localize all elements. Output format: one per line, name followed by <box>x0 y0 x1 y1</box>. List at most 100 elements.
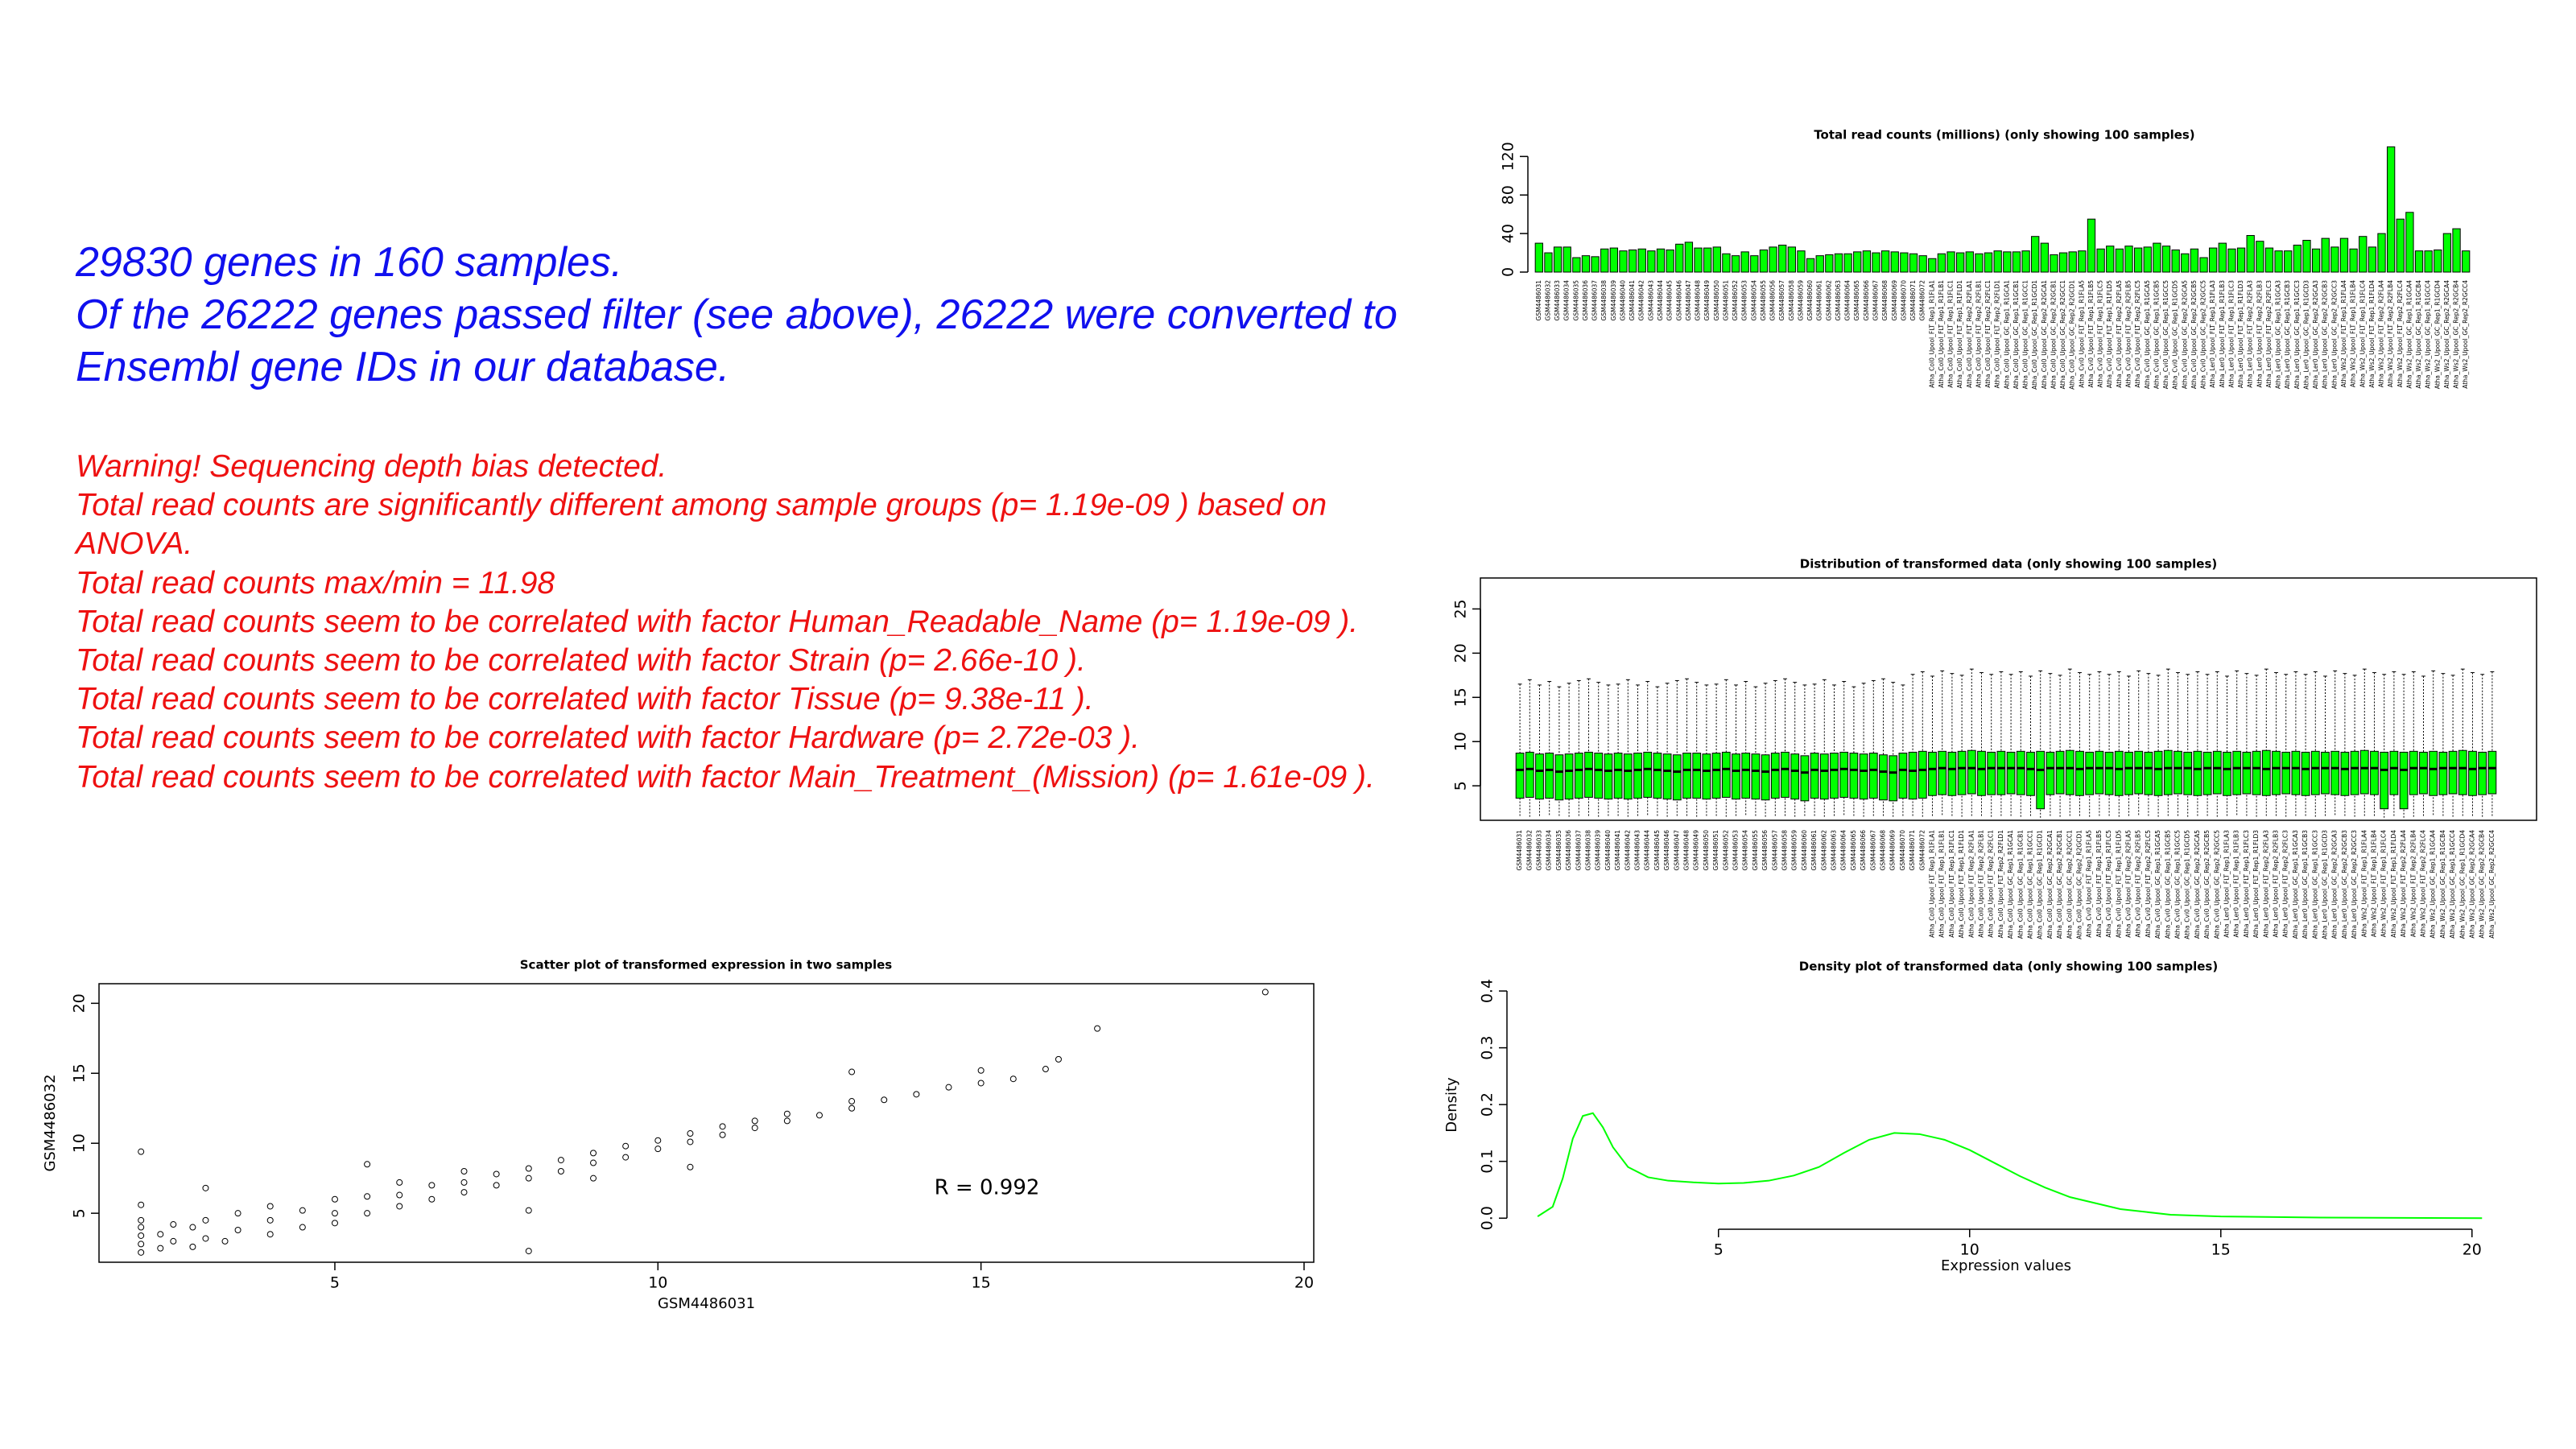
bar <box>2124 246 2133 273</box>
point <box>654 1146 662 1153</box>
x-tick-label: Atha_Col0_Upool_FLT_Rep2_R2FLC1 <box>1988 830 1995 938</box>
x-tick-label: GSM4486042 <box>1638 280 1645 321</box>
bar <box>2405 212 2414 273</box>
summary: 29830 genes in 160 samples. Of the 26222… <box>76 237 1397 394</box>
box <box>1800 755 1810 802</box>
box <box>1721 751 1731 798</box>
point <box>622 1154 630 1161</box>
x-tick-label: GSM4486037 <box>1591 280 1599 321</box>
bar <box>1731 255 1740 273</box>
point <box>783 1117 791 1125</box>
x-tick-label: Atha_Ler0_Upool_GC_Rep1_R1GCC3 <box>2311 830 2318 939</box>
box <box>1574 753 1583 799</box>
x-tick-label: Atha_Ler0_Upool_GC_Rep1_R1GCB3 <box>2284 280 2291 389</box>
x-tick-label: Atha_Cvi0_Upool_FLT_Rep1_R1FLA5 <box>2078 280 2085 388</box>
x-tick-label: Atha_Ler0_Upool_FLT_Rep1_R1FLD3 <box>2252 830 2260 938</box>
point <box>719 1131 726 1138</box>
bar <box>2106 246 2115 273</box>
bar <box>1825 254 1834 273</box>
x-tick-label: Atha_Cvi0_Upool_FLT_Rep2_R2FLA5 <box>2125 830 2132 938</box>
x-tick-label: GSM4486051 <box>1712 830 1719 871</box>
x-tick-label: GSM4486064 <box>1840 830 1847 871</box>
x-tick-label: Atha_Ler0_Upool_FLT_Rep2_R2FLB3 <box>2273 830 2280 938</box>
bar <box>2012 251 2021 273</box>
point <box>138 1148 145 1155</box>
x-tick-label: GSM4486059 <box>1797 280 1804 321</box>
box <box>2124 751 2133 795</box>
point <box>299 1207 306 1214</box>
x-tick-label: Atha_Cvi0_Upool_FLT_Rep2_R2FLB5 <box>2135 830 2142 938</box>
x-tick-label: GSM4486071 <box>1909 280 1917 321</box>
bar <box>1975 253 1984 273</box>
point <box>945 1084 952 1091</box>
bar <box>2377 233 2386 273</box>
x-tick-label: Atha_Cvi0_Upool_GC_Rep1_R1GCB5 <box>2153 280 2160 389</box>
x-tick-label: Atha_Ler0_Upool_GC_Rep2_R2GCA3 <box>2331 830 2339 939</box>
warning-line: Warning! Sequencing depth bias detected. <box>76 449 667 484</box>
x-tick-label: GSM4486066 <box>1863 280 1870 321</box>
bar <box>1694 247 1703 273</box>
bar <box>1712 246 1721 273</box>
box <box>1790 753 1800 800</box>
box <box>2223 751 2231 796</box>
x-tick-label: Atha_Ws2_Upool_FLT_Rep1_R1FLC4 <box>2359 280 2366 387</box>
point <box>396 1191 403 1199</box>
x-tick-label: GSM4486031 <box>1516 830 1523 871</box>
x-tick-label: GSM4486047 <box>1685 280 1692 321</box>
bar <box>2040 242 2049 273</box>
x-tick-label: Atha_Ws2_Upool_GC_Rep2_R2GCC4 <box>2462 280 2469 389</box>
x-tick-label: GSM4486059 <box>1791 830 1798 871</box>
bar <box>2115 248 2124 273</box>
x-tick-label: GSM4486039 <box>1595 830 1602 871</box>
x-tick-label: Atha_Col0_Upool_FLT_Rep2_R2FLB1 <box>1978 830 1985 938</box>
x-tick-label: Atha_Ler0_Upool_GC_Rep2_R2GCB3 <box>2322 280 2329 389</box>
x-tick-label: GSM4486045 <box>1653 830 1661 871</box>
x-tick-label: GSM4486067 <box>1869 830 1876 871</box>
x-tick-label: GSM4486035 <box>1555 830 1563 871</box>
x-tick-label: Atha_Cvi0_Upool_FLT_Rep1_R1FLC5 <box>2105 830 2112 938</box>
x-tick-label: Atha_Ws2_Upool_FLT_Rep2_R2FLB4 <box>2409 830 2417 937</box>
bar <box>1778 244 1787 273</box>
x-tick-label: GSM4486064 <box>1844 280 1852 321</box>
x-tick-label: GSM4486056 <box>1761 830 1769 871</box>
bar <box>2227 248 2236 273</box>
summary-line: Ensembl gene IDs in our database. <box>76 344 730 390</box>
point <box>493 1182 500 1189</box>
box <box>1623 753 1633 800</box>
warning-line: Total read counts are significantly diff… <box>76 488 1327 523</box>
x-tick-label: GSM4486058 <box>1781 830 1789 871</box>
x-tick-label: Atha_Ler0_Upool_GC_Rep2_R2GCB3 <box>2341 830 2348 939</box>
box <box>2321 751 2330 795</box>
x-tick-label: GSM4486044 <box>1644 830 1651 871</box>
box <box>2350 750 2359 795</box>
x-tick-label: Atha_Ws2_Upool_GC_Rep2_R2GCC4 <box>2488 830 2496 939</box>
bar <box>2153 242 2161 273</box>
bar <box>1619 250 1628 273</box>
bar <box>2321 237 2330 273</box>
x-tick-label: Atha_Col0_Upool_GC_Rep2_R2GCA1 <box>2046 830 2054 939</box>
point <box>234 1227 242 1234</box>
warning-line: Total read counts seem to be correlated … <box>76 604 1359 639</box>
bar <box>2190 248 2199 273</box>
bar <box>2087 218 2096 273</box>
x-tick-label: Atha_Cvi0_Upool_GC_Rep1_R1GCC5 <box>2174 830 2182 939</box>
x-tick-label: Atha_Ws2_Upool_FLT_Rep1_R1FLA4 <box>2340 280 2347 387</box>
x-tick-label: Atha_Ler0_Upool_FLT_Rep2_R2FLC3 <box>2282 830 2289 938</box>
box <box>2261 749 2271 796</box>
box <box>2272 750 2281 795</box>
x-tick-label: Atha_Cvi0_Upool_FLT_Rep1_R1FLA5 <box>2086 830 2093 938</box>
x-tick-label: 20 <box>2462 1241 2482 1259</box>
x-tick-label: Atha_Ws2_Upool_FLT_Rep1_R1FLB4 <box>2371 830 2378 937</box>
x-tick-label: Atha_Ler0_Upool_GC_Rep1_R1GCB3 <box>2301 830 2309 939</box>
box <box>2458 749 2467 795</box>
box <box>2340 751 2350 796</box>
point <box>331 1220 338 1227</box>
x-tick-label: Atha_Col0_Upool_FLT_Rep1_R1FLD1 <box>1956 280 1963 389</box>
bar <box>1787 246 1796 273</box>
bar <box>1722 253 1731 273</box>
x-tick-label: GSM4486052 <box>1722 830 1729 871</box>
x-tick-label: Atha_Ler0_Upool_FLT_Rep1_R1FLC3 <box>2243 830 2250 938</box>
x-tick-label: Atha_Ws2_Upool_GC_Rep2_R2GCB4 <box>2453 280 2460 389</box>
box <box>1977 750 1986 796</box>
